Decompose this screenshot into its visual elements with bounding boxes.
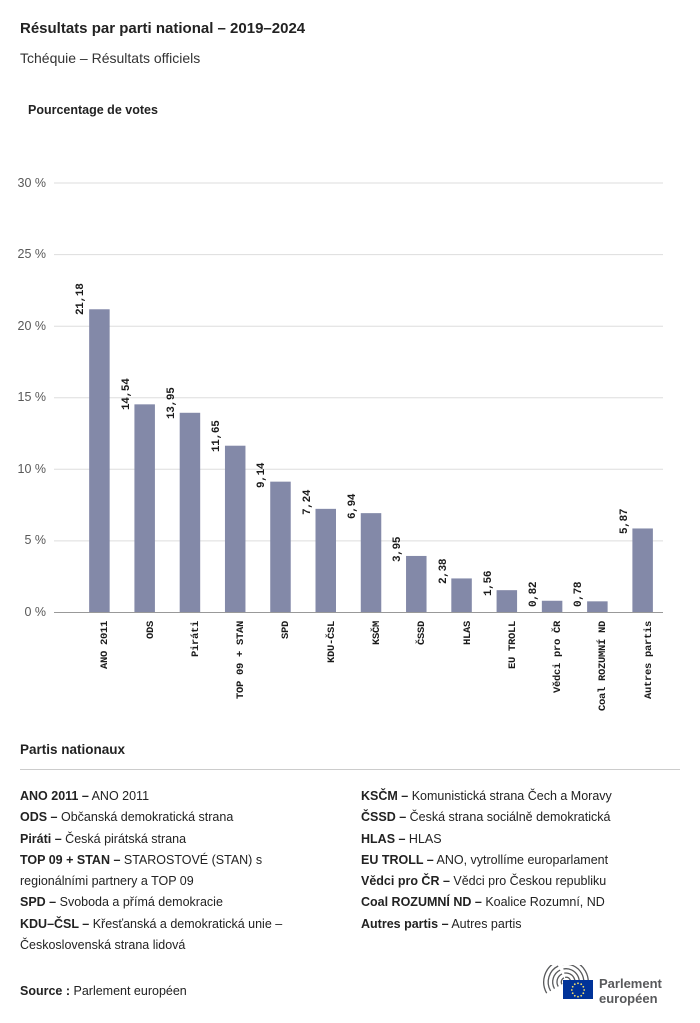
svg-text:Parlement: Parlement: [599, 976, 663, 991]
svg-text:européen: européen: [599, 991, 658, 1006]
